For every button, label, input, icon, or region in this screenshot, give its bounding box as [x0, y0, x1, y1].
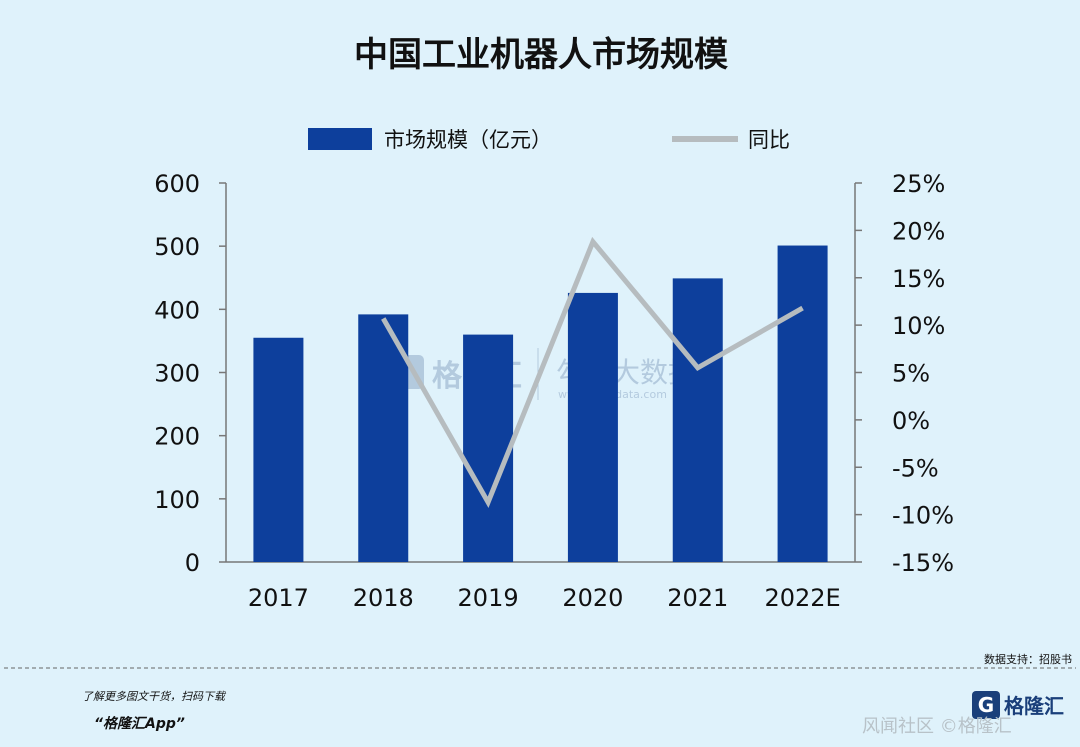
brand-name: 格隆汇 — [1004, 694, 1064, 718]
legend-bar-label: 市场规模（亿元） — [384, 128, 552, 152]
left-tick-label: 0 — [185, 549, 200, 577]
bar — [672, 278, 723, 562]
left-tick-label: 200 — [154, 423, 200, 451]
x-tick-label: 2020 — [562, 584, 623, 612]
x-tick-label: 2019 — [458, 584, 519, 612]
watermark: 格隆汇 勾股大数据 www.gogudata.com — [390, 348, 696, 401]
x-tick-label: 2022E — [764, 584, 840, 612]
brand-logo-icon: G — [972, 690, 1000, 719]
corner-watermark: 风闻社区 ©格隆汇 — [862, 716, 1012, 737]
right-tick-label: 10% — [892, 312, 945, 340]
right-tick-label: 25% — [892, 170, 945, 198]
left-tick-label: 600 — [154, 170, 200, 198]
legend-line-label: 同比 — [748, 128, 790, 152]
left-tick-label: 400 — [154, 296, 200, 324]
left-tick-label: 500 — [154, 233, 200, 261]
left-tick-label: 300 — [154, 360, 200, 388]
right-tick-label: 5% — [892, 360, 930, 388]
left-tick-label: 100 — [154, 486, 200, 514]
bar — [253, 337, 304, 562]
right-tick-label: 0% — [892, 407, 930, 435]
chart-title: 中国工业机器人市场规模 — [354, 35, 728, 75]
left-axis-ticks: 0 100 200 300 400 500 600 — [154, 170, 226, 577]
promo-line: 了解更多图文干货，扫码下载 — [82, 690, 225, 703]
right-tick-label: 20% — [892, 217, 945, 245]
bar — [358, 314, 409, 562]
right-tick-label: -5% — [892, 454, 939, 482]
right-tick-label: -15% — [892, 549, 954, 577]
bar — [463, 334, 514, 562]
right-tick-label: -10% — [892, 502, 954, 530]
source-note: 数据支持：招股书 — [984, 653, 1072, 666]
legend-bar-swatch — [308, 128, 372, 150]
x-axis-labels: 2017 2018 2019 2020 2021 2022E — [248, 584, 841, 612]
bar — [567, 292, 618, 562]
growth-line-layer — [381, 236, 804, 509]
brand: G 格隆汇 — [972, 690, 1064, 719]
right-axis-ticks: -15% -10% -5% 0% 5% 10% 15% 20% 25% — [855, 170, 954, 577]
bar — [777, 245, 828, 562]
x-tick-label: 2021 — [667, 584, 728, 612]
bars — [253, 245, 828, 562]
app-name: “格隆汇App” — [94, 716, 185, 732]
x-tick-label: 2017 — [248, 584, 309, 612]
x-tick-label: 2018 — [353, 584, 414, 612]
right-tick-label: 15% — [892, 265, 945, 293]
legend: 市场规模（亿元） 同比 — [308, 128, 790, 152]
